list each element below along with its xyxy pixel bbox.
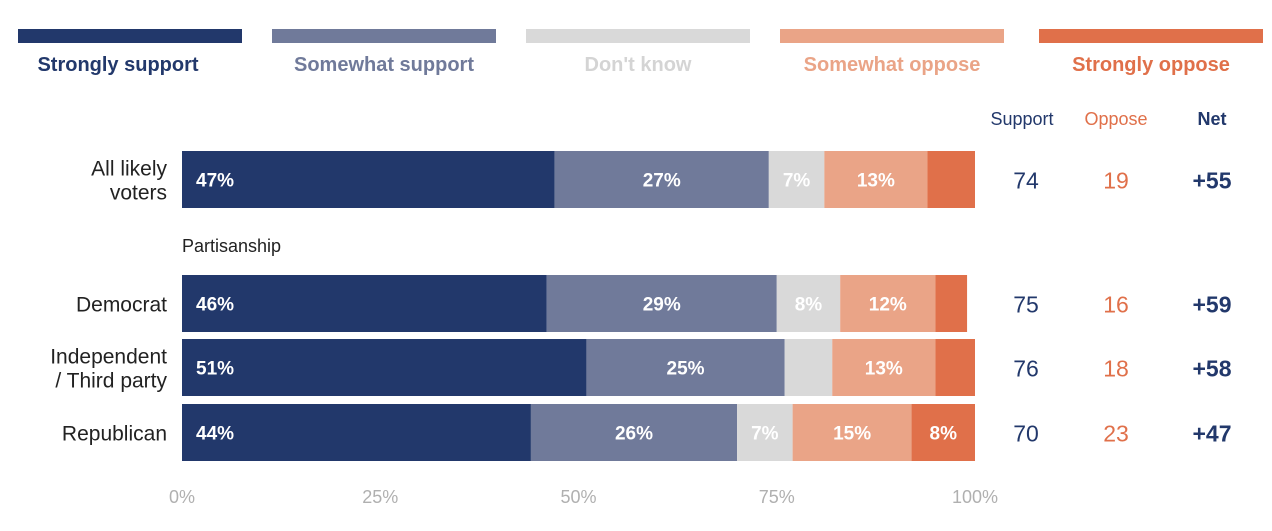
oppose-value: 23 bbox=[1103, 421, 1129, 447]
support-value: 75 bbox=[1013, 292, 1039, 318]
data-label: 7% bbox=[783, 171, 811, 192]
x-tick-label: 75% bbox=[759, 487, 795, 507]
data-label: 7% bbox=[751, 424, 779, 445]
bar-segment bbox=[182, 404, 531, 461]
legend-swatch bbox=[526, 29, 750, 43]
data-label: 29% bbox=[643, 295, 681, 316]
bar-segment bbox=[840, 275, 936, 332]
net-value: +58 bbox=[1192, 356, 1231, 382]
data-label: 12% bbox=[869, 295, 907, 316]
bar-segment bbox=[935, 275, 968, 332]
row-label: Democrat bbox=[76, 294, 167, 317]
data-label: 47% bbox=[196, 171, 234, 192]
bar-segment bbox=[530, 404, 738, 461]
oppose-value: 16 bbox=[1103, 292, 1129, 318]
oppose-value: 19 bbox=[1103, 168, 1129, 194]
data-label: 26% bbox=[615, 424, 653, 445]
support-value: 76 bbox=[1013, 356, 1039, 382]
bar-segment bbox=[832, 339, 936, 396]
data-label: 13% bbox=[857, 171, 895, 192]
bar-segment bbox=[586, 339, 785, 396]
data-label: 44% bbox=[196, 424, 234, 445]
bar-segment bbox=[182, 151, 555, 208]
support-value: 70 bbox=[1013, 421, 1039, 447]
bar-segment bbox=[935, 339, 975, 396]
legend-label: Somewhat support bbox=[294, 54, 474, 76]
net-value: +47 bbox=[1192, 421, 1231, 447]
x-tick-label: 50% bbox=[560, 487, 596, 507]
bar-segment bbox=[768, 151, 825, 208]
data-label: 8% bbox=[930, 424, 958, 445]
data-label: 15% bbox=[833, 424, 871, 445]
x-tick-label: 25% bbox=[362, 487, 398, 507]
bar-segment bbox=[776, 275, 841, 332]
group-label: Partisanship bbox=[182, 236, 281, 256]
bar-segment bbox=[182, 339, 587, 396]
summary-header-net: Net bbox=[1197, 109, 1226, 129]
data-label: 13% bbox=[865, 359, 903, 380]
summary-header-support: Support bbox=[990, 109, 1053, 129]
x-tick-label: 100% bbox=[952, 487, 998, 507]
oppose-value: 18 bbox=[1103, 356, 1129, 382]
data-label: 27% bbox=[643, 171, 681, 192]
legend-label: Strongly oppose bbox=[1072, 54, 1230, 76]
bar-segment bbox=[737, 404, 793, 461]
row-label: voters bbox=[110, 182, 167, 205]
row-label: Independent bbox=[50, 346, 167, 369]
legend-label: Don't know bbox=[585, 54, 692, 76]
row-label: / Third party bbox=[55, 370, 167, 393]
x-tick-label: 0% bbox=[169, 487, 195, 507]
data-label: 25% bbox=[667, 359, 705, 380]
bar-segment bbox=[792, 404, 912, 461]
row-label: Republican bbox=[62, 423, 167, 446]
data-label: 51% bbox=[196, 359, 234, 380]
bar-segment bbox=[911, 404, 975, 461]
bar-segment bbox=[554, 151, 769, 208]
data-label: 8% bbox=[795, 295, 823, 316]
support-value: 74 bbox=[1013, 168, 1039, 194]
bar-segment bbox=[182, 275, 547, 332]
net-value: +59 bbox=[1192, 292, 1231, 318]
legend-label: Somewhat oppose bbox=[804, 54, 981, 76]
legend-swatch bbox=[780, 29, 1004, 43]
summary-header-oppose: Oppose bbox=[1084, 109, 1147, 129]
net-value: +55 bbox=[1192, 168, 1231, 194]
legend-label: Strongly support bbox=[37, 54, 198, 76]
legend-swatch bbox=[18, 29, 242, 43]
legend-swatch bbox=[1039, 29, 1263, 43]
data-label: 46% bbox=[196, 295, 234, 316]
bar-segment bbox=[546, 275, 777, 332]
legend-swatch bbox=[272, 29, 496, 43]
bar-segment bbox=[927, 151, 975, 208]
row-label: All likely bbox=[91, 158, 167, 181]
bar-segment bbox=[824, 151, 928, 208]
bar-segment bbox=[784, 339, 833, 396]
